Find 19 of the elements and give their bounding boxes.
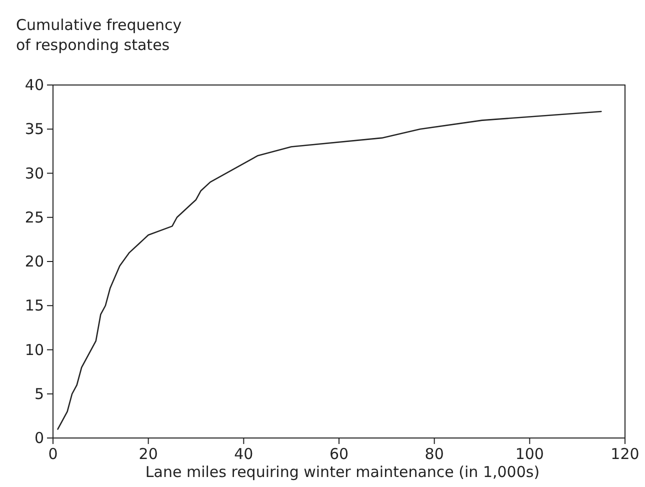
y-tick-label: 0 xyxy=(34,429,44,447)
y-tick-label: 5 xyxy=(34,384,44,403)
y-axis-title: Cumulative frequency of responding states xyxy=(16,16,182,54)
y-tick-label: 10 xyxy=(24,340,44,359)
x-tick-label: 60 xyxy=(329,445,349,463)
x-tick-label: 100 xyxy=(515,445,544,463)
x-tick-label: 120 xyxy=(610,445,640,463)
x-tick-label: 80 xyxy=(424,445,444,463)
y-tick-label: 15 xyxy=(24,296,44,315)
y-tick-label: 20 xyxy=(24,252,44,270)
x-tick-label: 20 xyxy=(138,445,158,463)
line-series xyxy=(57,110,602,430)
y-tick-label: 25 xyxy=(24,208,44,226)
y-tick-label: 35 xyxy=(24,120,44,138)
y-tick-label: 40 xyxy=(24,76,44,94)
y-tick-label: 30 xyxy=(24,164,44,182)
x-axis-title: Lane miles requiring winter maintenance (in 1,000s) xyxy=(145,463,540,481)
x-tick-label: 0 xyxy=(48,445,58,463)
x-tick-label: 40 xyxy=(234,445,254,463)
